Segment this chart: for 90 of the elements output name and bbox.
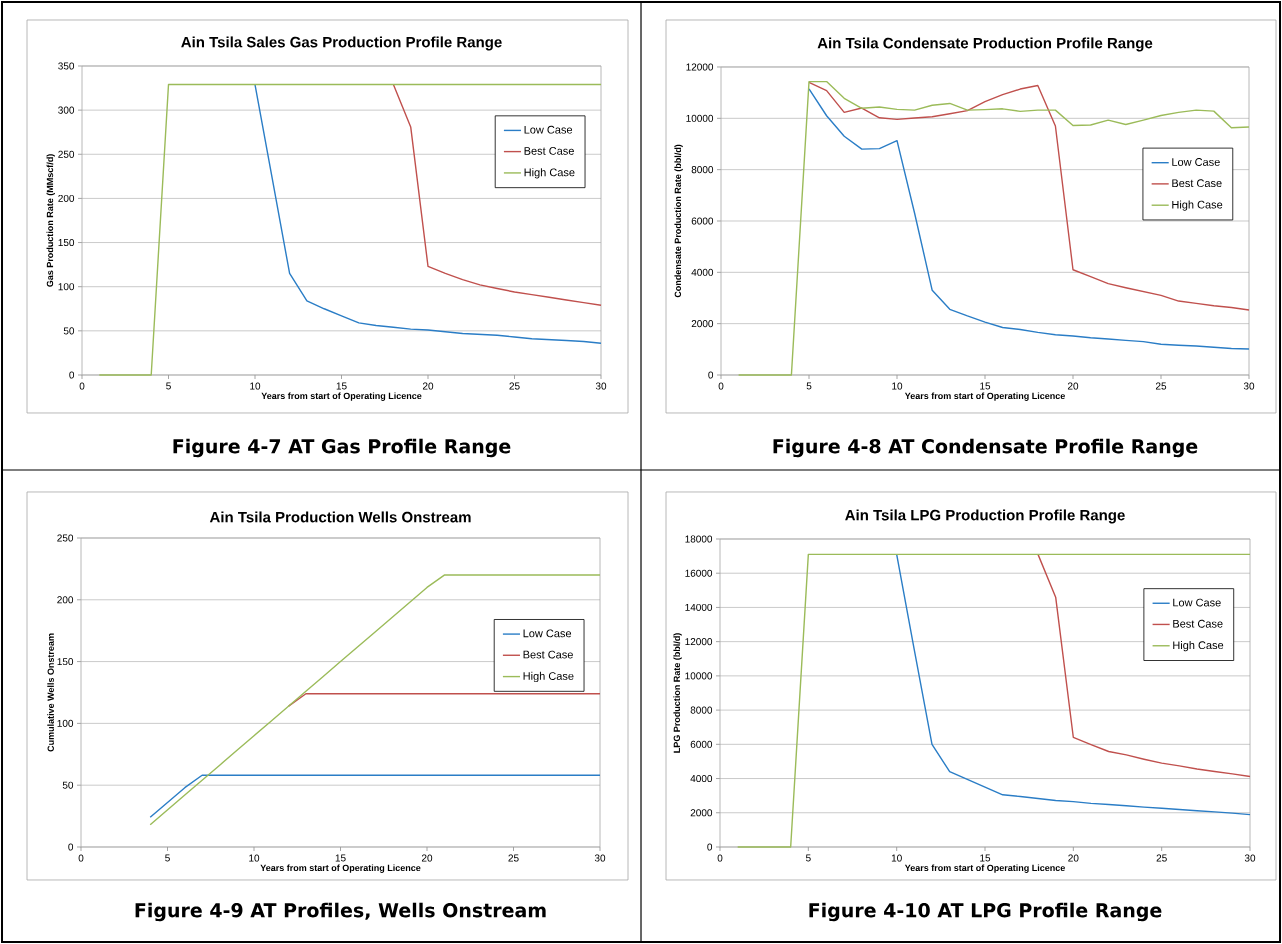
y-tick-label: 8000 bbox=[691, 166, 714, 174]
x-tick-label: 20 bbox=[1067, 382, 1079, 390]
y-tick-label: 18000 bbox=[685, 535, 713, 543]
y-tick-label: 100 bbox=[57, 719, 74, 727]
y-tick-label: 200 bbox=[57, 596, 74, 604]
caption: Figure 4-8 AT Condensate Profile Range bbox=[773, 438, 1198, 458]
y-tick-label: 100 bbox=[58, 283, 75, 291]
y-axis-title: Gas Production Rate (MMscf/d) bbox=[46, 154, 55, 287]
x-tick-label: 20 bbox=[421, 854, 433, 862]
chart-title: Ain Tsila Condensate Production Profile Range bbox=[817, 37, 1153, 52]
x-tick-label: 25 bbox=[1155, 382, 1167, 390]
x-tick-label: 15 bbox=[335, 854, 346, 862]
x-tick-label: 10 bbox=[891, 854, 902, 862]
x-tick-label: 30 bbox=[1243, 382, 1255, 390]
y-tick-label: 250 bbox=[58, 150, 75, 158]
line-series bbox=[392, 83, 602, 306]
y-tick-label: 14000 bbox=[685, 603, 713, 611]
y-tick-label: 6000 bbox=[690, 740, 713, 748]
x-tick-label: 25 bbox=[1156, 854, 1167, 862]
x-axis-title: Years from start of Operating Licence bbox=[260, 864, 421, 873]
y-tick-label: 150 bbox=[58, 239, 75, 247]
x-axis-title: Years from start of Operating Licence bbox=[261, 392, 422, 401]
legend-label: Low Case bbox=[1172, 158, 1220, 166]
y-tick-label: 10000 bbox=[686, 114, 714, 122]
x-tick-label: 0 bbox=[718, 382, 724, 390]
line-series bbox=[808, 88, 1250, 350]
x-tick-label: 10 bbox=[892, 382, 903, 390]
x-tick-label: 20 bbox=[422, 382, 434, 390]
legend-label: High Case bbox=[524, 168, 575, 179]
y-tick-label: 200 bbox=[58, 194, 75, 202]
y-axis-title: Cumulative Wells Onstream bbox=[47, 633, 54, 752]
legend-label: Best Case bbox=[1172, 179, 1222, 188]
x-tick-label: 15 bbox=[980, 854, 991, 862]
x-tick-label: 10 bbox=[249, 854, 260, 862]
x-tick-label: 15 bbox=[980, 382, 991, 390]
y-tick-label: 50 bbox=[62, 781, 74, 789]
y-axis-title: Condensate Production Rate (bbl/d) bbox=[674, 144, 683, 298]
y-tick-label: 0 bbox=[707, 843, 713, 851]
y-tick-label: 10000 bbox=[685, 672, 713, 680]
x-tick-label: 20 bbox=[1068, 854, 1079, 862]
x-tick-label: 0 bbox=[78, 854, 84, 862]
x-tick-label: 10 bbox=[250, 382, 261, 390]
x-tick-label: 5 bbox=[166, 382, 171, 390]
x-tick-label: 30 bbox=[1244, 854, 1256, 862]
x-tick-label: 5 bbox=[805, 854, 811, 862]
legend-label: Low Case bbox=[1173, 598, 1221, 607]
y-axis-title: LPG Production Rate (bbl/d) bbox=[673, 633, 682, 753]
y-tick-label: 2000 bbox=[691, 320, 714, 328]
line-series bbox=[1037, 553, 1251, 778]
legend-label: High Case bbox=[1172, 200, 1223, 211]
y-tick-label: 4000 bbox=[690, 775, 713, 783]
caption: Figure 4-7 AT Gas Profile Range bbox=[173, 438, 511, 458]
x-axis-title: Years from start of Operating Licence bbox=[904, 864, 1065, 873]
legend-label: Best Case bbox=[523, 650, 573, 659]
y-tick-label: 250 bbox=[57, 534, 74, 542]
legend-label: High Case bbox=[1173, 641, 1224, 652]
x-tick-label: 30 bbox=[595, 382, 607, 390]
chart-title: Ain Tsila Production Wells Onstream bbox=[209, 511, 471, 523]
x-tick-label: 0 bbox=[79, 382, 85, 390]
x-tick-label: 5 bbox=[165, 854, 170, 862]
y-tick-label: 0 bbox=[68, 843, 74, 851]
y-tick-label: 12000 bbox=[685, 638, 713, 646]
y-tick-label: 150 bbox=[57, 658, 74, 666]
y-tick-label: 16000 bbox=[685, 569, 713, 577]
legend-label: High Case bbox=[523, 671, 574, 683]
x-tick-label: 0 bbox=[717, 854, 723, 862]
y-tick-label: 50 bbox=[63, 327, 75, 335]
y-tick-label: 8000 bbox=[690, 706, 713, 714]
x-tick-label: 25 bbox=[509, 382, 520, 390]
x-axis-title: Years from start of Operating Licence bbox=[904, 392, 1065, 401]
y-tick-label: 4000 bbox=[691, 268, 714, 276]
legend-label: Low Case bbox=[524, 125, 573, 134]
y-tick-label: 12000 bbox=[686, 63, 714, 71]
y-tick-label: 0 bbox=[69, 371, 75, 379]
legend-label: Best Case bbox=[1173, 619, 1223, 628]
caption: Figure 4-10 AT LPG Profile Range bbox=[809, 902, 1162, 922]
y-tick-label: 300 bbox=[58, 106, 75, 114]
chart-title: Ain Tsila LPG Production Profile Range bbox=[845, 509, 1125, 524]
legend-label: Low Case bbox=[523, 629, 572, 638]
caption: Figure 4-9 AT Profiles, Wells Onstream bbox=[135, 902, 546, 922]
y-tick-label: 0 bbox=[708, 371, 714, 379]
x-tick-label: 30 bbox=[594, 854, 606, 862]
x-tick-label: 25 bbox=[508, 854, 519, 862]
legend-label: Best Case bbox=[524, 147, 574, 155]
y-tick-label: 350 bbox=[58, 62, 75, 70]
y-tick-label: 2000 bbox=[690, 809, 713, 817]
x-tick-label: 15 bbox=[336, 382, 347, 390]
y-tick-label: 6000 bbox=[691, 217, 714, 225]
chart-title: Ain Tsila Sales Gas Production Profile Range bbox=[181, 36, 502, 51]
x-tick-label: 5 bbox=[806, 382, 812, 390]
